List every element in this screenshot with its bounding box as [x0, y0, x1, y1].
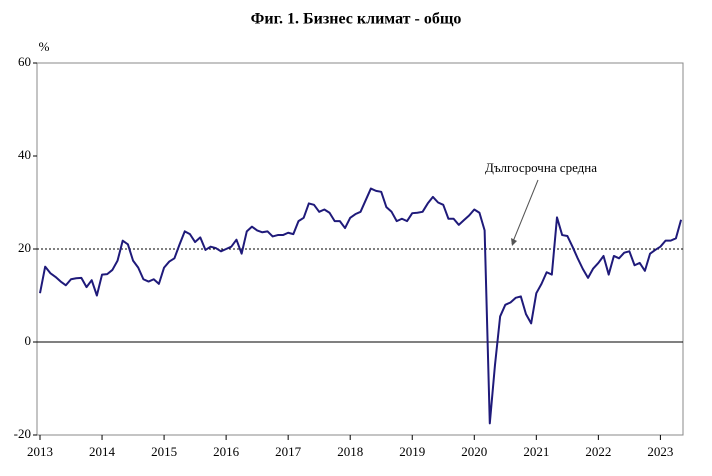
- y-unit: %: [39, 39, 50, 54]
- x-tick-label: 2023: [647, 444, 673, 459]
- x-tick-label: 2020: [461, 444, 487, 459]
- x-tick-label: 2019: [399, 444, 425, 459]
- x-tick-label: 2015: [151, 444, 177, 459]
- y-tick-label: 40: [18, 147, 31, 162]
- y-tick-label: 60: [18, 54, 31, 69]
- x-tick-label: 2021: [523, 444, 549, 459]
- x-tick-label: 2016: [213, 444, 240, 459]
- y-tick-label: -20: [14, 426, 31, 441]
- x-tick-label: 2018: [337, 444, 363, 459]
- x-tick-label: 2022: [585, 444, 611, 459]
- x-tick-label: 2013: [27, 444, 53, 459]
- x-tick-label: 2017: [275, 444, 302, 459]
- y-tick-label: 20: [18, 240, 31, 255]
- chart-title: Фиг. 1. Бизнес климат - общо: [251, 11, 462, 28]
- x-tick-label: 2014: [89, 444, 116, 459]
- annotation: Дългосрочна средна: [485, 160, 597, 175]
- y-tick-label: 0: [25, 333, 32, 348]
- annotation-arrowhead: [511, 238, 517, 246]
- series-line: [39, 187, 683, 425]
- annotation-arrow: [511, 179, 539, 245]
